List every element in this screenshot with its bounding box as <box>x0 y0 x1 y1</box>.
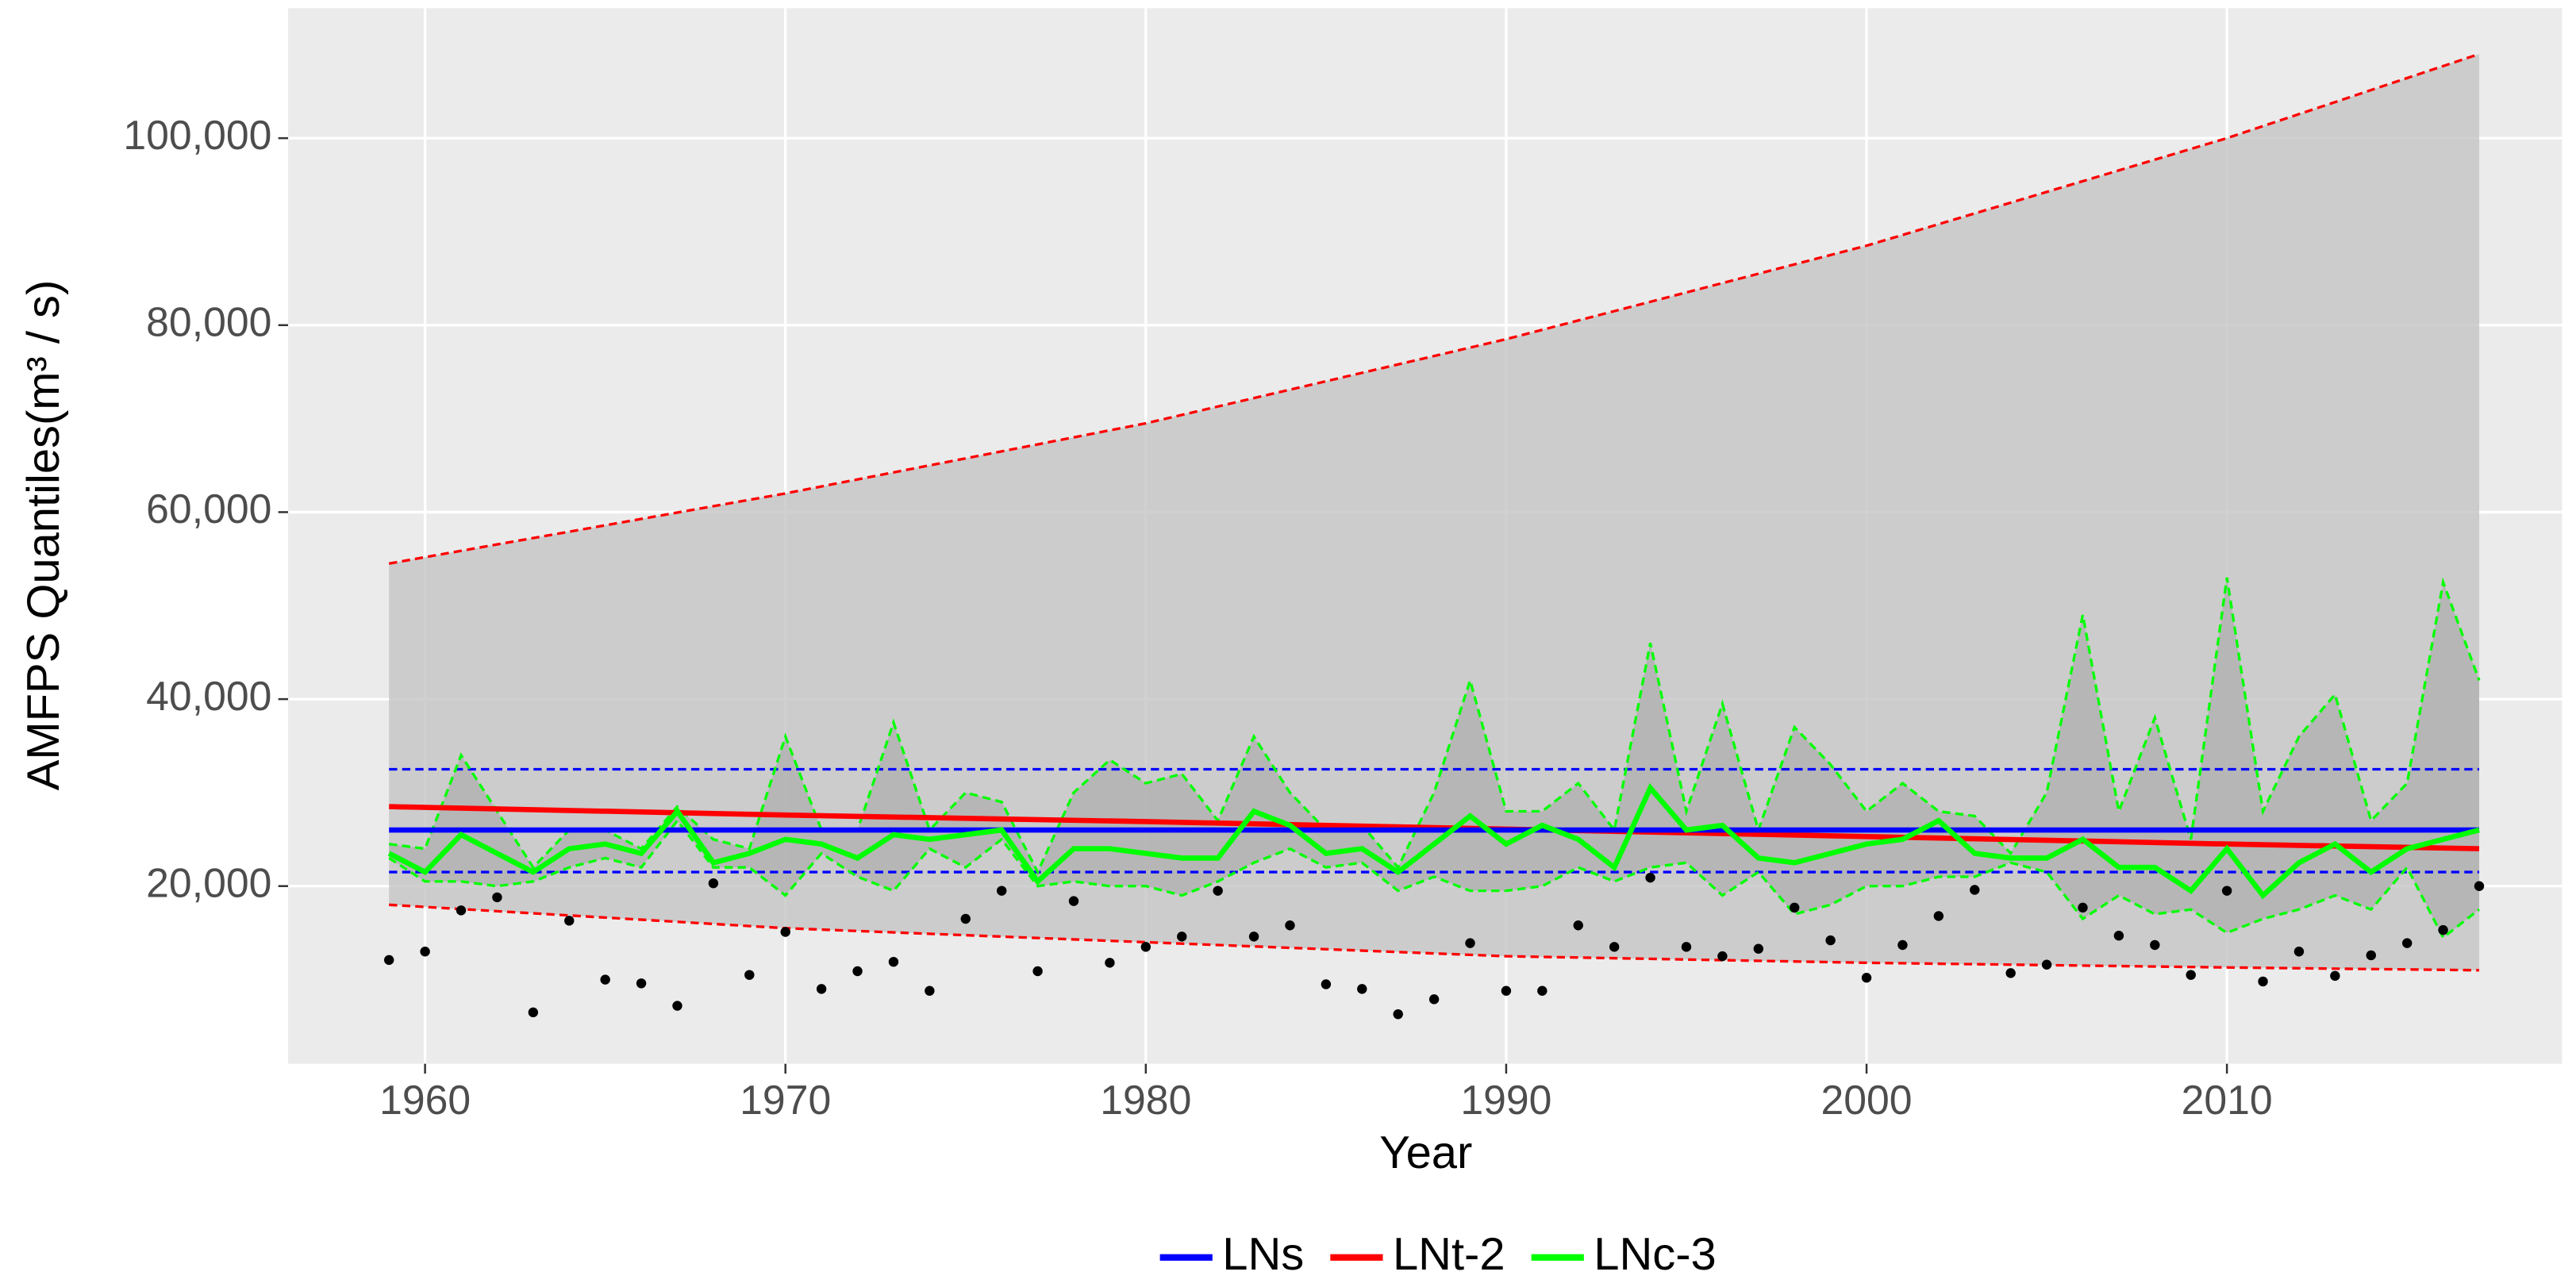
x-tick-label: 2000 <box>1821 1077 1912 1123</box>
bound-line <box>388 577 2481 875</box>
observation-point <box>1609 942 1620 952</box>
y-axis-title: AMFPS Quantiles(m³ / s) <box>18 280 69 791</box>
y-tick-label: 20,000 <box>146 859 271 905</box>
observation-point <box>1501 985 1512 996</box>
observation-point <box>2113 931 2124 941</box>
observation-point <box>2401 938 2413 948</box>
x-tick-label: 1990 <box>1460 1077 1551 1123</box>
observation-point <box>1032 966 1043 977</box>
observation-point <box>1825 935 1836 946</box>
observation-point <box>1213 886 1223 896</box>
observation-point <box>996 886 1007 896</box>
x-tick-label: 1980 <box>1100 1077 1191 1123</box>
observation-point <box>636 978 647 989</box>
observation-point <box>1248 932 1259 942</box>
observation-point <box>2150 939 2160 951</box>
observation-point <box>888 956 899 967</box>
confidence-band <box>389 54 2480 970</box>
observation-point <box>780 927 790 937</box>
observation-point <box>1645 872 1655 883</box>
observation-point <box>2293 947 2305 957</box>
observation-point <box>1897 939 1908 951</box>
observation-point <box>1068 896 1079 906</box>
observation-point <box>600 974 610 985</box>
observation-point <box>1753 943 1764 954</box>
x-axis-title: Year <box>1379 1128 1472 1178</box>
observation-point <box>492 892 502 903</box>
bound-line <box>388 818 2481 940</box>
observation-point <box>1717 951 1728 962</box>
observation-point <box>744 970 755 980</box>
legend-label: LNs <box>1222 1229 1304 1280</box>
observation-point <box>2221 886 2232 896</box>
observation-point <box>2078 902 2088 913</box>
observation-point <box>1790 902 1800 913</box>
x-tick-label: 1960 <box>379 1077 471 1123</box>
legend-label: LNc-3 <box>1594 1229 1716 1280</box>
observation-point <box>2005 968 2016 978</box>
observation-point <box>1465 938 1475 948</box>
observation-point <box>1428 994 1440 1005</box>
observation-point <box>2258 976 2268 987</box>
observation-point <box>2041 959 2052 970</box>
observation-point <box>1537 985 1548 996</box>
observation-point <box>2438 924 2448 935</box>
observation-point <box>1573 920 1583 931</box>
observation-point <box>2366 950 2376 961</box>
observation-point <box>564 916 575 926</box>
observation-point <box>852 966 863 977</box>
observation-point <box>708 878 719 889</box>
observation-point <box>383 955 394 966</box>
observation-point <box>816 984 827 994</box>
series-line <box>387 782 2480 900</box>
observation-point <box>1105 958 1115 968</box>
observation-point <box>1933 911 1944 921</box>
observation-point <box>2474 881 2485 891</box>
confidence-band <box>389 577 2480 938</box>
y-tick-label: 60,000 <box>146 486 271 532</box>
observation-point <box>672 1001 682 1011</box>
x-tick-label: 2010 <box>2182 1077 2273 1123</box>
y-tick-label: 80,000 <box>146 298 271 344</box>
observation-point <box>1681 942 1692 952</box>
observation-point <box>528 1007 539 1018</box>
observation-point <box>1861 973 1872 983</box>
y-tick-label: 100,000 <box>123 112 271 158</box>
observation-point <box>1970 885 1980 895</box>
observation-point <box>456 905 467 916</box>
observation-point <box>1321 979 1332 989</box>
observation-point <box>2330 970 2340 982</box>
observation-point <box>1177 932 1187 942</box>
x-tick-label: 1970 <box>740 1077 831 1123</box>
legend-label: LNt-2 <box>1393 1229 1505 1280</box>
observation-point <box>925 985 935 996</box>
observation-point <box>1357 984 1367 994</box>
observation-point <box>1285 920 1295 931</box>
observation-point <box>420 947 430 957</box>
observation-point <box>1393 1008 1403 1020</box>
y-tick-label: 40,000 <box>146 673 271 719</box>
observation-point <box>2186 970 2196 980</box>
observation-point <box>1140 942 1152 952</box>
observation-point <box>960 913 971 924</box>
